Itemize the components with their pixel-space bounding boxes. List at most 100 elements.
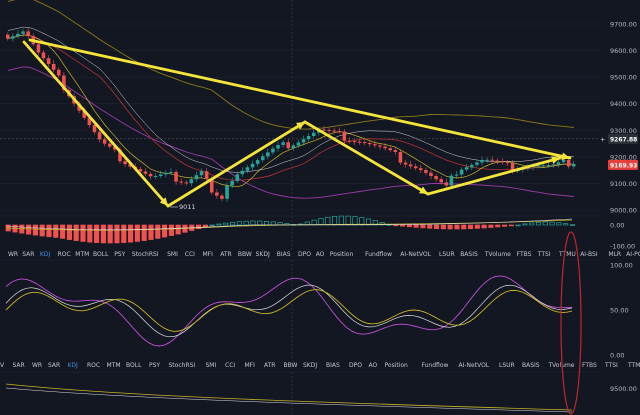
candle-down [388,148,393,151]
tab-position[interactable]: Position [385,362,409,369]
tab-ftbs[interactable]: FTBS [582,362,597,369]
trend-arrows: 9011 [22,38,572,211]
ma-long [7,34,574,181]
tab-ttmu[interactable]: TTMU [627,362,640,369]
tab-position[interactable]: Position [330,251,354,258]
tab-bias[interactable]: BIAS [277,251,291,258]
tab-bbw[interactable]: BBW [238,251,252,258]
tab-dpo[interactable]: DPO [349,362,362,369]
price-tick-label: 9700.00 [610,21,637,29]
candle-up [296,142,301,146]
tab-fundflow[interactable]: Fundflow [422,362,449,369]
macd-bar [216,223,222,226]
tab-psy[interactable]: PSY [114,251,125,258]
tab-mlr[interactable]: MLR [608,251,621,258]
tab-cci[interactable]: CCI [225,362,235,369]
tab-mtm[interactable]: MTM [107,362,121,369]
macd-bar [243,220,249,226]
tab-wr[interactable]: WR [8,251,18,258]
tab-lsur[interactable]: LSUR [499,362,515,369]
candle-up [536,165,540,167]
candle-down [51,63,56,70]
tab-boll[interactable]: BOLL [126,362,142,369]
candle-down [6,34,10,39]
tab-roc[interactable]: ROC [58,251,71,258]
tab-ai-bsi[interactable]: AI-BSI [580,251,598,258]
price-tick-label: 9200.00 [610,153,637,161]
tab-stochrsi[interactable]: StochRSI [132,251,159,258]
tab-ttsi[interactable]: TTSI [537,251,551,258]
macd-bar [535,221,542,226]
macd-line [5,218,573,231]
indicator-tabs-bottom[interactable]: V SAR WR SAR KDJ ROC MTM BOLL PSY StochRSI SMI CCI M… [0,361,640,370]
candle-down [77,103,81,111]
tab-smi[interactable]: SMI [206,362,217,369]
macd-bar [148,224,154,240]
macd-bar [46,224,52,238]
candle-up [158,174,163,176]
tab-kdj[interactable]: KDJ [68,362,79,369]
candle-down [118,149,122,162]
tab-ao[interactable]: AO [316,251,325,258]
tab-mfi[interactable]: MFI [203,251,214,258]
kdj-panel: 100.00 50.00 0.00 [0,259,633,360]
candle-up [485,159,489,161]
tab-sar[interactable]: SAR [13,362,25,369]
macd-bar [440,224,446,230]
tab-v[interactable]: V [0,362,5,369]
candle-up [561,159,566,163]
arrow-down-1 [22,40,170,208]
tab-basis[interactable]: BASIS [522,362,540,369]
tab-mfi[interactable]: MFI [245,362,256,369]
tab-cci[interactable]: CCI [185,251,195,258]
tab-tvolume[interactable]: TVolume [484,251,511,258]
tab-lsur[interactable]: LSUR [439,251,455,258]
candle-down [87,117,92,125]
kdj-tick-label: 100.00 [610,262,633,270]
macd-bar [413,224,419,228]
tab-bias[interactable]: BIAS [326,362,340,369]
tab-basis[interactable]: BASIS [460,251,478,258]
tab-dpo[interactable]: DPO [298,251,311,258]
candle-down [92,124,97,133]
indicator-tabs-top[interactable]: WR SAR KDJ ROC MTM BOLL PSY StochRSI SMI CCI MFI AT… [0,250,640,259]
tab-atr[interactable]: ATR [264,362,275,369]
tab-kdj[interactable]: KDJ [40,251,51,258]
macd-bar [427,224,433,229]
macd-bar [447,224,453,230]
tab-ttmu[interactable]: TTMU [558,251,576,258]
tab-ai-netvol[interactable]: AI-NetVOL [400,251,431,258]
tab-mtm[interactable]: MTM [75,251,89,258]
tab-boll[interactable]: BOLL [93,251,109,258]
tab-sar[interactable]: SAR [22,251,34,258]
tab-ai-po[interactable]: AI-PO [626,251,640,258]
tab-psy[interactable]: PSY [149,362,160,369]
tab-wr[interactable]: WR [32,362,42,369]
tab-skdj[interactable]: SKDJ [303,362,317,369]
tab-ai-netvol[interactable]: AI-NetVOL [459,362,490,369]
macd-bar [134,224,140,242]
tab-ao[interactable]: AO [369,362,378,369]
tab-bbw[interactable]: BBW [284,362,298,369]
kdj-k-line [5,284,573,338]
macd-bar [121,224,127,243]
macd-panel: 0.00 -100.00 [0,215,635,251]
tab-smi[interactable]: SMI [167,251,178,258]
bottom-tick-label: 9500.00 [610,385,637,393]
tab-roc[interactable]: ROC [87,362,100,369]
tab-ftbs[interactable]: FTBS [517,251,532,258]
macd-signal [5,219,573,231]
tab-sar[interactable]: SAR [48,362,60,369]
macd-bar [325,216,331,226]
arrow-trendline [28,38,572,160]
tab-skdj[interactable]: SKDJ [256,251,270,258]
candle-up [470,164,474,168]
tab-atr[interactable]: ATR [220,251,231,258]
tab-fundflow[interactable]: Fundflow [365,251,392,258]
tab-ttsi[interactable]: TTSI [604,362,618,369]
add-alert-icon[interactable]: + [600,135,605,143]
tab-stochrsi[interactable]: StochRSI [169,362,196,369]
macd-bar [80,224,86,242]
tab-tvolume[interactable]: TVolume [548,362,575,369]
